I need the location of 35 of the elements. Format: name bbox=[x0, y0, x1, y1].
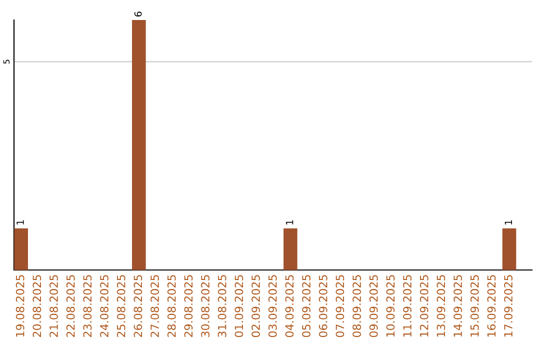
data-label: 1 bbox=[286, 220, 294, 224]
x-tick-label: 06.09.2025 bbox=[318, 275, 328, 338]
x-tick-label: 27.08.2025 bbox=[150, 275, 159, 337]
x-tick-label: 04.09.2025 bbox=[285, 275, 294, 338]
x-tick-label: 26.08.2025 bbox=[134, 275, 142, 337]
data-label: 1 bbox=[16, 220, 24, 224]
x-tick-label: 28.08.2025 bbox=[167, 275, 176, 337]
x-tick-label: 19.08.2025 bbox=[16, 275, 24, 337]
x-tick-label: 31.08.2025 bbox=[218, 275, 226, 337]
x-tick-label: 05.09.2025 bbox=[302, 275, 310, 338]
x-tick-label: 02.09.2025 bbox=[252, 275, 260, 338]
x-tick-label: 20.08.2025 bbox=[32, 275, 42, 337]
x-tick-label: 14.09.2025 bbox=[454, 275, 462, 337]
x-tick-label: 16.09.2025 bbox=[487, 275, 496, 337]
x-tick-label: 15.09.2025 bbox=[470, 275, 479, 337]
x-tick-label: 07.09.2025 bbox=[336, 275, 344, 338]
x-tick-label: 13.09.2025 bbox=[436, 275, 446, 337]
x-tick-label: 09.09.2025 bbox=[369, 275, 378, 338]
x-tick-label: 12.09.2025 bbox=[420, 275, 428, 337]
x-tick-label: 21.08.2025 bbox=[50, 275, 58, 337]
x-tick-label: 11.09.2025 bbox=[403, 275, 412, 337]
x-tick-label: 23.08.2025 bbox=[83, 275, 92, 337]
x-tick-label: 01.09.2025 bbox=[234, 275, 244, 338]
x-tick-label: 03.09.2025 bbox=[268, 275, 277, 338]
data-label: 1 bbox=[504, 220, 512, 224]
x-tick-label: 10.09.2025 bbox=[386, 275, 395, 337]
x-tick-label: 08.09.2025 bbox=[352, 275, 361, 338]
x-tick-label: 29.08.2025 bbox=[184, 275, 193, 337]
x-tick-label: 25.08.2025 bbox=[116, 275, 126, 337]
x-tick-label: 30.08.2025 bbox=[201, 275, 210, 337]
x-tick-label: 22.08.2025 bbox=[66, 275, 75, 337]
y-tick-label: 5 bbox=[3, 60, 10, 64]
x-tick-label: 17.09.2025 bbox=[504, 275, 512, 337]
x-tick-label: 24.08.2025 bbox=[100, 275, 108, 337]
data-label: 6 bbox=[134, 12, 142, 17]
